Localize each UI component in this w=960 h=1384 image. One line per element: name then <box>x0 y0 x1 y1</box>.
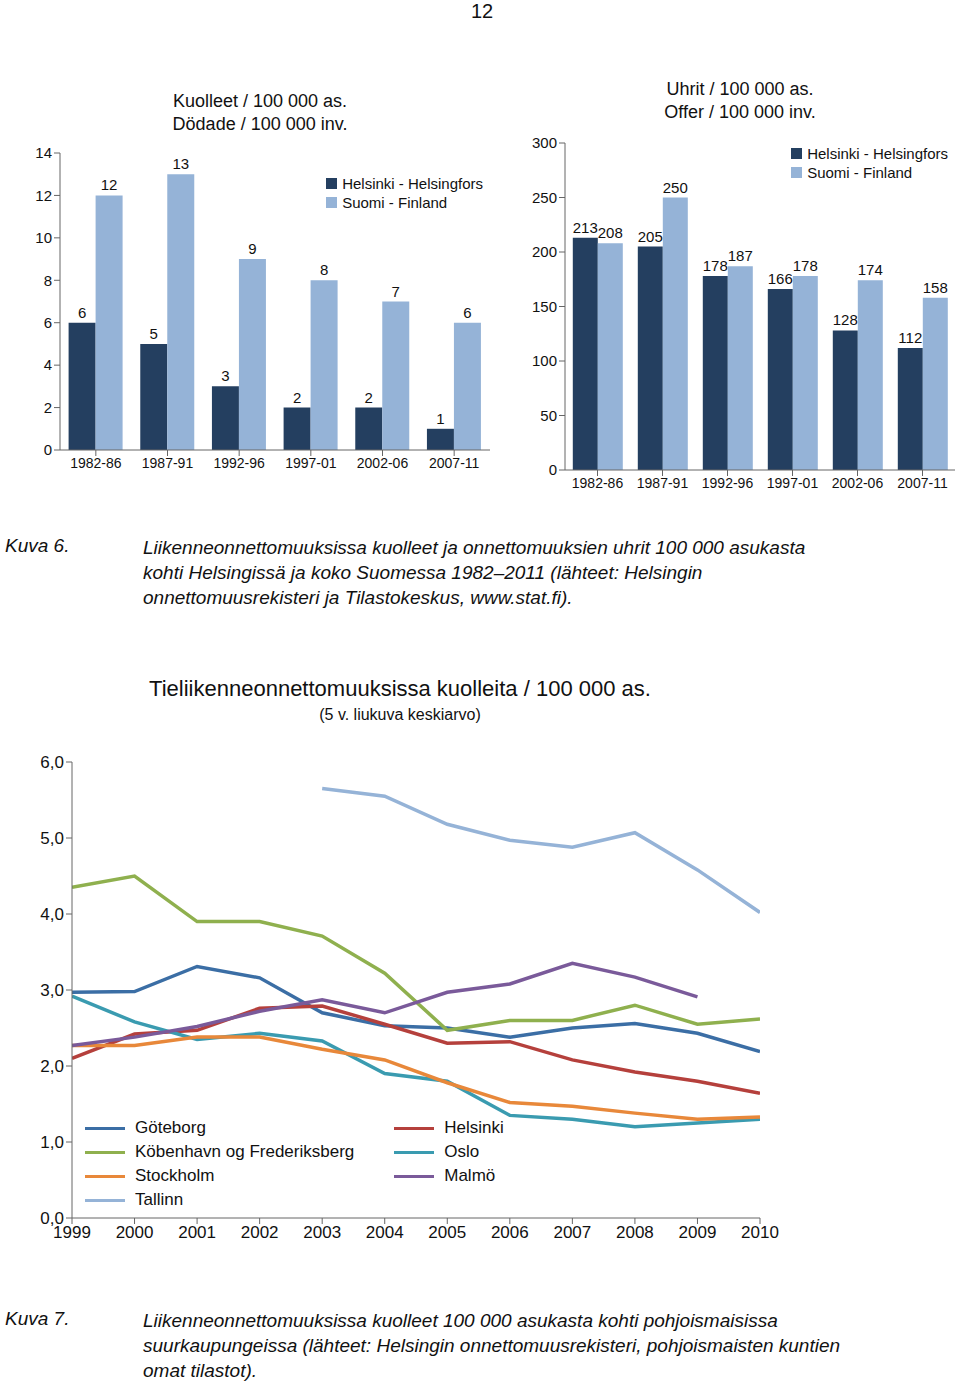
svg-text:174: 174 <box>858 261 883 278</box>
svg-text:2008: 2008 <box>616 1223 654 1242</box>
svg-text:178: 178 <box>703 257 728 274</box>
svg-text:2007: 2007 <box>553 1223 591 1242</box>
svg-text:2: 2 <box>44 399 52 416</box>
svg-text:166: 166 <box>768 270 793 287</box>
svg-text:208: 208 <box>598 224 623 241</box>
svg-text:7: 7 <box>392 283 400 300</box>
svg-text:6: 6 <box>463 304 471 321</box>
svg-text:2003: 2003 <box>303 1223 341 1242</box>
html-text:Köbenhavn og Frederiksberg: Köbenhavn og Frederiksberg <box>135 1142 355 1161</box>
svg-text:2007-11: 2007-11 <box>897 475 948 491</box>
html-text:kohti Helsingissä ja koko Suom: kohti Helsingissä ja koko Suomessa 1982–… <box>143 562 703 583</box>
html-text:(5 v. liukuva keskiarvo): (5 v. liukuva keskiarvo) <box>319 706 481 723</box>
html-text:omat tilastot).: omat tilastot). <box>143 1360 257 1381</box>
svg-text:6: 6 <box>78 304 86 321</box>
svg-text:1987-91: 1987-91 <box>637 475 689 491</box>
svg-text:10: 10 <box>35 229 52 246</box>
html-text:suurkaupungeissa (lähteet: Hel: suurkaupungeissa (lähteet: Helsingin onn… <box>143 1335 841 1356</box>
svg-text:0,0: 0,0 <box>40 1209 64 1228</box>
html-text:Malmö: Malmö <box>444 1166 496 1185</box>
svg-text:112: 112 <box>898 329 922 346</box>
html-text:Tallinn: Tallinn <box>135 1190 184 1209</box>
svg-text:1992-96: 1992-96 <box>213 455 265 471</box>
svg-text:2: 2 <box>293 389 301 406</box>
svg-text:2007-11: 2007-11 <box>429 455 480 471</box>
svg-text:128: 128 <box>833 311 858 328</box>
svg-text:9: 9 <box>248 240 256 257</box>
svg-text:1997-01: 1997-01 <box>285 455 337 471</box>
svg-text:2001: 2001 <box>178 1223 216 1242</box>
svg-text:250: 250 <box>532 189 557 206</box>
html-text:Liikenneonnettomuuksissa kuoll: Liikenneonnettomuuksissa kuolleet 100 00… <box>143 1310 778 1331</box>
svg-text:2002: 2002 <box>241 1223 279 1242</box>
svg-text:300: 300 <box>532 134 557 151</box>
svg-text:0: 0 <box>549 461 557 478</box>
svg-text:178: 178 <box>793 257 818 274</box>
svg-text:2005: 2005 <box>428 1223 466 1242</box>
svg-text:3,0: 3,0 <box>40 981 64 1000</box>
html-text:Suomi - Finland: Suomi - Finland <box>342 194 448 211</box>
svg-text:2006: 2006 <box>491 1223 529 1242</box>
svg-text:50: 50 <box>540 407 557 424</box>
svg-text:1999: 1999 <box>53 1223 91 1243</box>
svg-text:1992-96: 1992-96 <box>702 475 754 491</box>
svg-text:187: 187 <box>728 247 753 264</box>
svg-text:4: 4 <box>44 356 52 373</box>
html-text:Kuolleet / 100 000 as.: Kuolleet / 100 000 as. <box>172 91 348 111</box>
svg-text:1,0: 1,0 <box>40 1133 64 1152</box>
html-text:Göteborg: Göteborg <box>135 1118 206 1137</box>
svg-text:13: 13 <box>172 155 189 172</box>
svg-text:4,0: 4,0 <box>40 905 64 924</box>
svg-text:6,0: 6,0 <box>40 753 64 772</box>
html-text:12: 12 <box>470 0 494 22</box>
svg-text:0: 0 <box>44 441 52 458</box>
html-text:Kuva 6.: Kuva 6. <box>5 535 70 556</box>
svg-text:1997-01: 1997-01 <box>767 475 819 491</box>
svg-text:2,0: 2,0 <box>40 1057 64 1076</box>
html-text:Uhrit / 100 000 as.: Uhrit / 100 000 as. <box>666 79 814 99</box>
svg-text:2002-06: 2002-06 <box>357 455 409 471</box>
svg-text:3: 3 <box>221 367 229 384</box>
html-text:Liikenneonnettomuuksissa kuoll: Liikenneonnettomuuksissa kuolleet ja onn… <box>143 537 806 558</box>
html-text:Offer / 100 000 inv.: Offer / 100 000 inv. <box>664 102 816 122</box>
html-text:Tieliikenneonnettomuuksissa ku: Tieliikenneonnettomuuksissa kuolleita / … <box>149 676 651 701</box>
svg-text:250: 250 <box>663 179 688 196</box>
svg-text:213: 213 <box>573 219 598 236</box>
html-text:Oslo: Oslo <box>444 1142 480 1161</box>
svg-text:12: 12 <box>101 176 118 193</box>
svg-text:5: 5 <box>150 325 158 342</box>
svg-text:5,0: 5,0 <box>40 829 64 848</box>
svg-text:2010: 2010 <box>741 1223 779 1242</box>
svg-text:100: 100 <box>532 352 557 369</box>
html-text:Stockholm: Stockholm <box>135 1166 215 1185</box>
html-text:Helsinki - Helsingfors: Helsinki - Helsingfors <box>807 145 948 162</box>
html-text:Dödade / 100 000 inv.: Dödade / 100 000 inv. <box>172 114 348 134</box>
svg-text:14: 14 <box>35 144 52 161</box>
svg-text:2002-06: 2002-06 <box>832 475 884 491</box>
svg-text:12: 12 <box>35 187 52 204</box>
svg-text:1982-86: 1982-86 <box>70 455 122 471</box>
svg-text:200: 200 <box>532 243 557 260</box>
svg-text:1987-91: 1987-91 <box>142 455 194 471</box>
html-text:onnettomuusrekisteri ja Tilast: onnettomuusrekisteri ja Tilastokeskus, w… <box>143 587 573 608</box>
html-text:Kuva 7.: Kuva 7. <box>5 1308 70 1329</box>
html-text:Helsinki - Helsingfors: Helsinki - Helsingfors <box>342 175 483 192</box>
svg-text:8: 8 <box>44 272 52 289</box>
svg-text:8: 8 <box>320 261 328 278</box>
svg-text:1982-86: 1982-86 <box>572 475 624 491</box>
html-text:Suomi - Finland: Suomi - Finland <box>807 164 913 181</box>
svg-text:2000: 2000 <box>116 1223 154 1242</box>
svg-text:2009: 2009 <box>679 1223 717 1242</box>
svg-text:6: 6 <box>44 314 52 331</box>
svg-text:2004: 2004 <box>366 1223 404 1242</box>
svg-text:2: 2 <box>365 389 373 406</box>
html-text:Helsinki: Helsinki <box>444 1118 504 1137</box>
svg-text:205: 205 <box>638 228 663 245</box>
svg-text:150: 150 <box>532 298 557 315</box>
svg-text:158: 158 <box>923 279 948 296</box>
svg-text:1: 1 <box>436 410 444 427</box>
